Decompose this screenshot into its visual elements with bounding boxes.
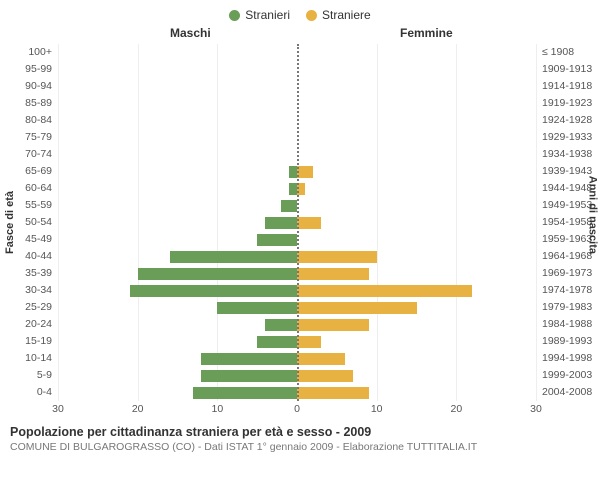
x-tick: 30	[52, 403, 64, 415]
bar-male	[289, 183, 297, 195]
bar-male	[265, 217, 297, 229]
y-tick-birth: 1949-1953	[542, 197, 592, 214]
plot-area	[58, 44, 536, 401]
center-line	[297, 44, 299, 401]
y-tick-age: 25-29	[25, 299, 52, 316]
bar-male	[257, 336, 297, 348]
bar-female	[297, 166, 313, 178]
y-tick-age: 95-99	[25, 61, 52, 78]
y-tick-age: 100+	[28, 44, 52, 61]
y-tick-age: 75-79	[25, 129, 52, 146]
chart-footer: Popolazione per cittadinanza straniera p…	[0, 419, 600, 453]
bar-male	[193, 387, 297, 399]
bar-female	[297, 370, 353, 382]
y-tick-age: 80-84	[25, 112, 52, 129]
y-tick-birth: 1909-1913	[542, 61, 592, 78]
bar-female	[297, 302, 417, 314]
y-tick-birth: 1939-1943	[542, 163, 592, 180]
y-tick-birth: 1934-1938	[542, 146, 592, 163]
y-tick-age: 10-14	[25, 350, 52, 367]
x-tick: 10	[211, 403, 223, 415]
y-tick-birth: 1974-1978	[542, 282, 592, 299]
chart-title: Popolazione per cittadinanza straniera p…	[10, 425, 590, 439]
y-tick-age: 60-64	[25, 180, 52, 197]
x-tick: 0	[294, 403, 300, 415]
y-tick-age: 65-69	[25, 163, 52, 180]
bar-male	[217, 302, 297, 314]
y-tick-birth: ≤ 1908	[542, 44, 574, 61]
legend-label-male: Stranieri	[245, 8, 290, 22]
bar-male	[201, 353, 297, 365]
chart-area: 100+95-9990-9485-8980-8475-7970-7465-696…	[0, 44, 600, 401]
y-tick-age: 40-44	[25, 248, 52, 265]
y-tick-age: 55-59	[25, 197, 52, 214]
bar-male	[138, 268, 297, 280]
y-tick-birth: 1944-1948	[542, 180, 592, 197]
x-axis: 30 20 10 0 10 20 30	[6, 403, 594, 419]
legend: Stranieri Straniere	[0, 0, 600, 26]
header-male: Maschi	[170, 26, 211, 40]
y-tick-age: 5-9	[37, 367, 52, 384]
y-tick-birth: 1954-1958	[542, 214, 592, 231]
y-tick-birth: 2004-2008	[542, 384, 592, 401]
bar-male	[201, 370, 297, 382]
legend-item-female: Straniere	[306, 8, 371, 22]
x-tick: 20	[450, 403, 462, 415]
bar-male	[289, 166, 297, 178]
y-tick-birth: 1989-1993	[542, 333, 592, 350]
y-axis-title-right: Anni di nascita	[586, 176, 598, 254]
y-tick-age: 35-39	[25, 265, 52, 282]
legend-item-male: Stranieri	[229, 8, 290, 22]
bar-male	[257, 234, 297, 246]
x-tick: 10	[371, 403, 383, 415]
chart-source: COMUNE DI BULGAROGRASSO (CO) - Dati ISTA…	[10, 441, 590, 453]
y-tick-birth: 1984-1988	[542, 316, 592, 333]
bar-female	[297, 387, 369, 399]
y-tick-age: 45-49	[25, 231, 52, 248]
grid-line	[536, 44, 537, 401]
header-female: Femmine	[400, 26, 453, 40]
y-tick-birth: 1914-1918	[542, 78, 592, 95]
x-tick: 20	[132, 403, 144, 415]
column-headers: Maschi Femmine	[0, 26, 600, 44]
y-tick-birth: 1969-1973	[542, 265, 592, 282]
bar-female	[297, 285, 472, 297]
bar-male	[265, 319, 297, 331]
bar-female	[297, 319, 369, 331]
y-tick-age: 90-94	[25, 78, 52, 95]
y-tick-birth: 1924-1928	[542, 112, 592, 129]
y-tick-age: 15-19	[25, 333, 52, 350]
legend-swatch-female	[306, 10, 317, 21]
x-tick: 30	[530, 403, 542, 415]
legend-swatch-male	[229, 10, 240, 21]
y-tick-age: 85-89	[25, 95, 52, 112]
bar-male	[170, 251, 297, 263]
y-tick-birth: 1919-1923	[542, 95, 592, 112]
bar-female	[297, 251, 377, 263]
bar-male	[130, 285, 297, 297]
y-tick-age: 50-54	[25, 214, 52, 231]
bar-female	[297, 336, 321, 348]
bar-female	[297, 268, 369, 280]
y-tick-age: 0-4	[37, 384, 52, 401]
y-tick-birth: 1959-1963	[542, 231, 592, 248]
y-tick-age: 70-74	[25, 146, 52, 163]
bar-female	[297, 353, 345, 365]
bar-male	[281, 200, 297, 212]
y-tick-birth: 1964-1968	[542, 248, 592, 265]
y-axis-title-left: Fasce di età	[4, 191, 16, 254]
y-tick-birth: 1999-2003	[542, 367, 592, 384]
bar-female	[297, 217, 321, 229]
legend-label-female: Straniere	[322, 8, 371, 22]
y-tick-birth: 1994-1998	[542, 350, 592, 367]
y-tick-birth: 1979-1983	[542, 299, 592, 316]
x-ticks: 3020100102030	[58, 403, 536, 419]
y-tick-age: 30-34	[25, 282, 52, 299]
y-tick-age: 20-24	[25, 316, 52, 333]
y-tick-birth: 1929-1933	[542, 129, 592, 146]
